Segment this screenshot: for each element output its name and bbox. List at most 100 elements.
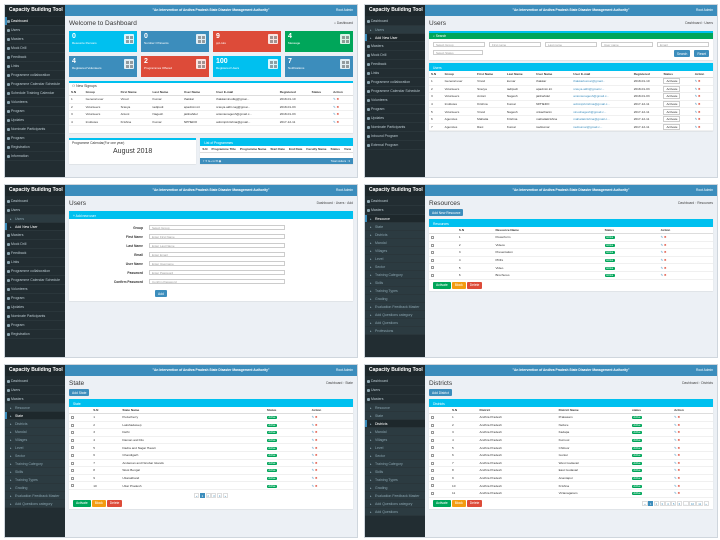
sidebar-item-masters[interactable]: Masters <box>5 231 65 240</box>
breadcrumb[interactable]: ⌂ Dashboard <box>334 21 353 25</box>
page-link[interactable]: 6 <box>676 500 683 506</box>
stat-tile[interactable]: 9 ppl-tuts <box>213 31 281 52</box>
row-checkbox[interactable] <box>431 431 434 435</box>
page-link[interactable]: 3 <box>211 492 217 498</box>
delete-icon[interactable]: ✖ <box>315 468 318 473</box>
page-link[interactable]: 5 <box>671 500 677 506</box>
sidebar-item-users[interactable]: Users <box>5 26 65 35</box>
last-name-input[interactable]: Enter Last Name <box>149 242 285 249</box>
page-link[interactable]: 1 <box>199 492 205 498</box>
brand-logo[interactable]: Capacity Building Tool <box>365 5 425 16</box>
delete-icon[interactable]: ✖ <box>698 79 701 84</box>
sidebar-item-program[interactable]: Program <box>5 321 65 330</box>
social-icons[interactable]: f ✦ G+ in ✉ ◉ <box>203 159 222 163</box>
sidebar-item-add-questions[interactable]: Add Questions <box>365 319 425 327</box>
add-button[interactable]: Add <box>155 290 167 297</box>
page-link[interactable]: 2 <box>205 492 211 498</box>
sidebar-item-villages[interactable]: Villages <box>5 436 65 444</box>
block-button[interactable]: Block <box>451 281 466 289</box>
sidebar-item-districts[interactable]: Districts <box>365 231 425 239</box>
stat-tile[interactable]: 0 Resource Persons <box>69 31 137 52</box>
sidebar-item-training-category[interactable]: Training Category <box>5 460 65 468</box>
sidebar-item-program[interactable]: Program <box>5 134 65 143</box>
delete-icon[interactable]: ✖ <box>698 102 701 107</box>
sidebar-item-dashboard[interactable]: Dashboard <box>365 377 425 386</box>
row-checkbox[interactable] <box>71 461 74 465</box>
sidebar-item-training-types[interactable]: Training Types <box>365 287 425 295</box>
delete-icon[interactable]: ✖ <box>315 430 318 435</box>
status-select[interactable]: Select Status <box>433 50 483 55</box>
sidebar-item-schedule-training-calendar[interactable]: Schedule Training Calendar <box>5 89 65 98</box>
sidebar-item-masters[interactable]: Masters <box>365 42 425 51</box>
sidebar-item-registration[interactable]: Registration <box>5 143 65 152</box>
sidebar-item-villages[interactable]: Villages <box>365 247 425 255</box>
stat-tile[interactable]: 0 Number Of Events <box>141 31 209 52</box>
edit-icon[interactable]: ✎ <box>333 104 337 109</box>
edit-icon[interactable]: ✎ <box>694 124 699 129</box>
row-checkbox[interactable] <box>71 438 74 442</box>
sidebar-item-grading[interactable]: Grading <box>5 484 65 492</box>
sidebar-item-add-questions-category[interactable]: Add Questions category <box>365 311 425 319</box>
edit-icon[interactable]: ✎ <box>333 97 337 102</box>
row-checkbox[interactable] <box>431 469 434 473</box>
sidebar-item-nominate-participants[interactable]: Nominate Participants <box>365 123 425 132</box>
sidebar-item-feedback[interactable]: Feedback <box>5 53 65 62</box>
search-button[interactable]: Search <box>673 50 691 57</box>
sidebar-item-mock-drill[interactable]: Mock Drill <box>5 240 65 249</box>
delete-icon[interactable]: ✖ <box>677 468 680 473</box>
delete-icon[interactable]: ✖ <box>315 445 318 450</box>
edit-icon[interactable]: ✎ <box>660 235 665 240</box>
delete-icon[interactable]: ✖ <box>677 415 680 420</box>
sidebar-item-programme-collaboration[interactable]: Programme collaboration <box>365 78 425 87</box>
sidebar-item-sector[interactable]: Sector <box>365 263 425 271</box>
sidebar-item-programme-collaboration[interactable]: Programme collaboration <box>5 267 65 276</box>
sidebar-item-volunteers[interactable]: Volunteers <box>5 285 65 294</box>
sidebar-item-links[interactable]: Links <box>5 62 65 71</box>
sidebar-item-dashboard[interactable]: Dashboard <box>5 17 65 26</box>
sidebar-item-add-questions[interactable]: Add Questions <box>365 508 425 516</box>
delete-icon[interactable]: ✖ <box>336 120 340 125</box>
add-resource-button[interactable]: Add New Resource <box>429 209 464 216</box>
delete-icon[interactable]: ✖ <box>677 453 680 458</box>
delete-icon[interactable]: ✖ <box>677 422 680 427</box>
sidebar-item-training-category[interactable]: Training Category <box>365 271 425 279</box>
edit-icon[interactable]: ✎ <box>311 483 316 488</box>
edit-icon[interactable]: ✎ <box>311 430 316 435</box>
row-checkbox[interactable] <box>431 258 434 262</box>
sidebar-item-state[interactable]: State <box>365 412 425 420</box>
add-state-button[interactable]: Add State <box>69 389 90 396</box>
delete-icon[interactable]: ✖ <box>698 109 701 114</box>
delete-icon[interactable]: ✖ <box>664 265 667 270</box>
row-checkbox[interactable] <box>431 243 434 247</box>
edit-icon[interactable]: ✎ <box>311 422 316 427</box>
edit-icon[interactable]: ✎ <box>311 415 316 420</box>
breadcrumb[interactable]: Dashboard › Users <box>685 21 713 25</box>
edit-icon[interactable]: ✎ <box>674 438 678 443</box>
row-checkbox[interactable] <box>431 484 434 488</box>
sidebar-item-programme-calendar-schedule[interactable]: Programme Calendar Schedule <box>5 80 65 89</box>
stat-tile[interactable]: 100 Registered Users <box>213 56 281 77</box>
sidebar-item-skills[interactable]: Skills <box>5 468 65 476</box>
edit-icon[interactable]: ✎ <box>674 460 678 465</box>
delete-icon[interactable]: ✖ <box>677 483 680 488</box>
edit-icon[interactable]: ✎ <box>333 120 337 125</box>
activate-button[interactable]: Activate <box>433 281 451 289</box>
edit-icon[interactable]: ✎ <box>660 265 665 270</box>
brand-logo[interactable]: Capacity Building Tool <box>365 185 425 196</box>
sidebar-item-sector[interactable]: Sector <box>365 452 425 460</box>
page-link[interactable]: 11 <box>696 500 703 506</box>
page-link[interactable]: 10 <box>689 500 696 506</box>
sidebar-item-mandal[interactable]: Mandal <box>5 428 65 436</box>
sidebar-item-skills[interactable]: Skills <box>365 468 425 476</box>
delete-button[interactable]: Delete <box>466 281 483 289</box>
status-select[interactable]: Activate <box>663 123 681 130</box>
delete-icon[interactable]: ✖ <box>336 112 340 117</box>
row-checkbox[interactable] <box>431 273 434 277</box>
delete-icon[interactable]: ✖ <box>315 422 318 427</box>
block-button[interactable]: Block <box>451 499 466 507</box>
sidebar-item-nominate-participants[interactable]: Nominate Participants <box>5 312 65 321</box>
sidebar-item-add-new-user[interactable]: Add New User <box>365 34 425 42</box>
brand-logo[interactable]: Capacity Building Tool <box>365 365 425 376</box>
sidebar-item-links[interactable]: Links <box>365 69 425 78</box>
sidebar-item-evaluation-feedback-master[interactable]: Evaluation Feedback Master <box>365 303 425 311</box>
